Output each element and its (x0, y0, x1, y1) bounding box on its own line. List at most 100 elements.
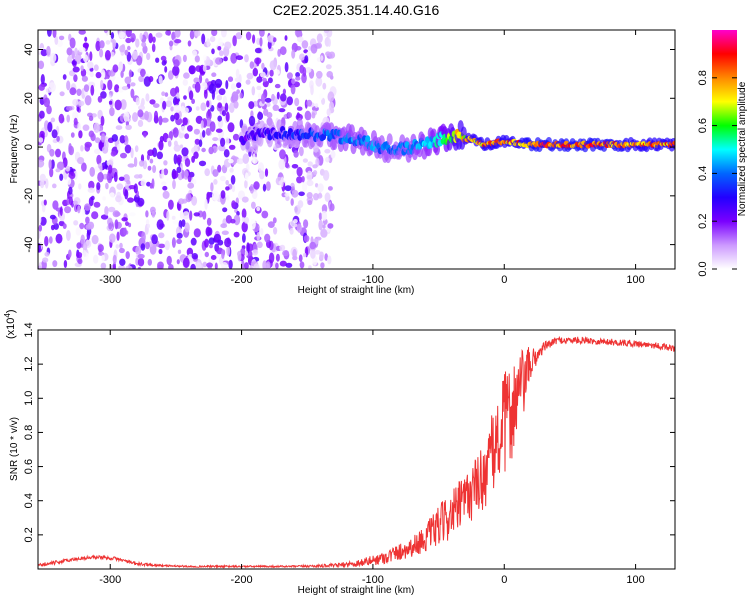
noise-blob (261, 93, 266, 104)
noise-blob (292, 248, 297, 259)
noise-blob (215, 128, 223, 133)
noise-blob (108, 222, 113, 230)
noise-blob (211, 190, 220, 202)
noise-blob (248, 101, 255, 110)
noise-blob (314, 103, 319, 108)
noise-blob (223, 149, 230, 158)
noise-blob (310, 249, 316, 259)
noise-blob (256, 241, 263, 249)
noise-blob (73, 74, 78, 82)
noise-blob (38, 224, 42, 232)
noise-blob (77, 258, 83, 265)
noise-blob (158, 140, 164, 151)
noise-blob (94, 137, 101, 144)
noise-blob (128, 69, 133, 78)
noise-blob (182, 117, 188, 126)
noise-blob (135, 97, 140, 106)
noise-blob (220, 190, 226, 199)
noise-blob (187, 182, 195, 189)
noise-blob (267, 35, 274, 43)
noise-blob (294, 97, 300, 107)
noise-blob (233, 214, 241, 226)
noise-blob (176, 232, 183, 239)
noise-blob (181, 147, 189, 157)
noise-blob (173, 140, 178, 147)
y-tick-label: 1.0 (23, 391, 35, 406)
noise-blob (297, 200, 304, 209)
x-tick-label: -300 (99, 274, 121, 286)
spectrogram-x-label: Height of straight line (km) (298, 285, 415, 296)
noise-blob (277, 30, 284, 33)
noise-blob (124, 49, 129, 56)
noise-blob (305, 67, 312, 73)
noise-blob (190, 237, 197, 246)
y-tick-label: 0 (23, 144, 35, 150)
noise-blob (115, 195, 122, 203)
noise-blob (177, 249, 182, 254)
noise-blob (225, 111, 230, 123)
noise-blob (214, 262, 218, 269)
noise-blob (59, 91, 65, 97)
noise-blob (194, 81, 201, 93)
noise-blob (189, 30, 195, 40)
noise-blob (74, 47, 78, 56)
noise-blob (130, 33, 136, 42)
noise-blob (244, 250, 248, 257)
noise-blob (236, 158, 244, 165)
noise-blob (149, 182, 153, 189)
noise-blob (125, 265, 133, 269)
ridge-point (320, 133, 327, 141)
noise-blob (87, 187, 96, 193)
noise-blob (89, 51, 93, 62)
noise-blob (80, 234, 85, 245)
noise-blob (259, 170, 265, 180)
noise-blob (194, 30, 201, 37)
noise-blob (327, 91, 335, 102)
noise-blob (284, 62, 289, 73)
noise-blob (245, 31, 252, 41)
noise-blob (261, 62, 265, 70)
noise-blob (77, 205, 81, 214)
noise-blob (105, 40, 111, 45)
noise-blob (211, 48, 215, 55)
noise-blob (109, 107, 115, 117)
noise-blob (318, 219, 324, 231)
noise-blob (206, 262, 214, 268)
noise-blob (136, 55, 143, 66)
noise-blob (162, 100, 167, 110)
noise-blob (55, 233, 63, 244)
noise-blob (302, 158, 308, 163)
noise-blob (170, 87, 177, 97)
noise-blob (274, 83, 281, 89)
noise-blob (104, 206, 109, 216)
noise-blob (264, 168, 269, 177)
noise-blob (290, 198, 294, 206)
noise-blob (108, 100, 113, 105)
noise-blob (145, 219, 150, 226)
noise-blob (161, 181, 167, 186)
noise-blob (99, 162, 103, 174)
noise-blob (225, 180, 229, 186)
noise-blob (133, 183, 138, 194)
noise-blob (84, 203, 91, 211)
noise-blob (50, 224, 55, 231)
x-tick-label: -300 (99, 574, 121, 586)
noise-blob (275, 253, 280, 262)
noise-blob (84, 143, 91, 152)
noise-blob (224, 41, 232, 50)
noise-blob (115, 244, 120, 249)
noise-blob (151, 43, 156, 53)
noise-blob (88, 130, 95, 138)
noise-blob (176, 259, 180, 265)
noise-blob (190, 263, 196, 269)
noise-blob (167, 140, 172, 147)
noise-blob (252, 249, 259, 256)
spectrogram-plot-area (38, 30, 675, 269)
noise-blob (204, 251, 209, 258)
noise-blob (86, 230, 91, 240)
noise-blob (273, 227, 278, 235)
snr-panel: -300 -200 -100 0 100 0.2 0.4 0.6 0.8 1.0 1.2 1.4 (x… (3, 309, 676, 596)
noise-blob (101, 254, 105, 262)
noise-blob (206, 217, 212, 226)
